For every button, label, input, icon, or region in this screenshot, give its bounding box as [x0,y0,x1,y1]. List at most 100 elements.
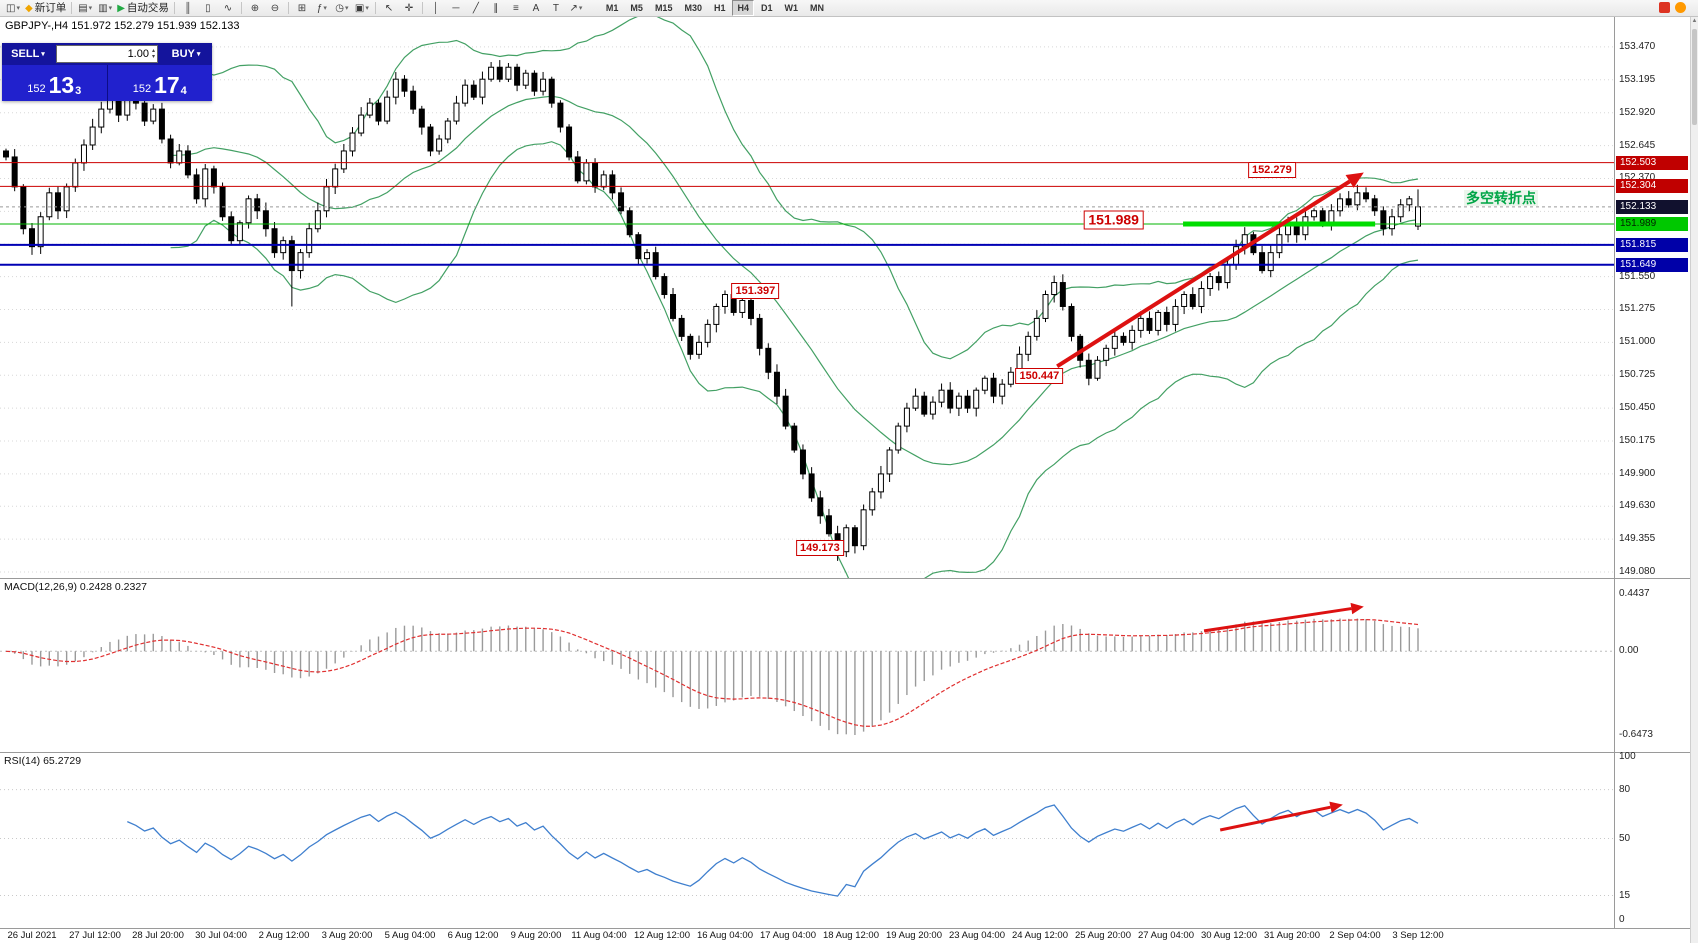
macd-scale-label: 0.00 [1619,645,1639,657]
macd-axis[interactable]: 0.4437 0.00 -0.6473 [1614,578,1690,752]
horizontal-line-icon[interactable]: ─ [452,2,460,14]
annotation-149.173[interactable]: 149.173 [796,539,844,556]
sell-label: SELL [11,48,40,60]
cursor-icon[interactable]: ↖ [384,2,394,14]
vertical-line-icon[interactable]: │ [432,2,440,14]
main-chart-panel[interactable]: 152.279 151.989 151.397 150.447 149.173 多空转折点… [0,17,1614,578]
timeframe-M15[interactable]: M15 [654,3,673,13]
line-chart-icon[interactable]: ∿ [223,2,233,14]
timeframe-M5[interactable]: M5 [630,3,643,13]
rsi-axis[interactable]: 100 80 50 15 0 [1614,751,1690,928]
trendline-icon[interactable]: ╱ [472,2,479,14]
charts-list-icon[interactable]: ▤ ▾ [78,2,93,14]
chevron-down-icon: ▾ [196,51,201,58]
new-chart-icon[interactable]: ◫ ▾ [6,2,20,14]
price-axis[interactable]: 153.470153.195152.920152.645152.370152.0… [1614,17,1690,578]
buy-button[interactable]: BUY ▾ [160,43,212,65]
one-click-trading-panel: SELL ▾ 1.00 ▴ ▾ BUY ▾ 152 13 3 152 17 4 [2,43,212,101]
scroll-up-icon[interactable]: ▲ [1691,18,1698,24]
macd-canvas[interactable] [0,579,1614,752]
price-label: 149.355 [1619,533,1656,545]
annotation-多空转折点[interactable]: 多空转折点 [1464,189,1539,206]
timeframe-MN[interactable]: MN [810,3,825,13]
zoom-out-icon[interactable]: ⊖ [270,2,280,14]
bar-chart-icon[interactable]: ║ [184,2,192,14]
profiles-icon[interactable]: ▥ ▾ [98,2,113,14]
volume-stepper[interactable]: ▴ ▾ [151,48,155,60]
annotation-150.447[interactable]: 150.447 [1015,368,1064,385]
symbol-info: GBPJPY-,H4 151.972 152.279 151.939 152.1… [5,20,240,32]
rsi-scale-label: 15 [1619,889,1631,901]
price-tag-151.815: 151.815 [1616,237,1688,252]
macd-panel[interactable]: MACD(12,26,9) 0.2428 0.2327 [0,578,1614,752]
vertical-scrollbar[interactable]: ▲ [1690,17,1698,943]
macd-scale-label: 0.4437 [1619,587,1650,599]
timeframe-D1[interactable]: D1 [761,3,773,13]
label-icon[interactable]: T [552,2,559,14]
crosshair-icon[interactable]: ✛ [404,2,414,14]
buy-price[interactable]: 152 17 4 [132,72,187,98]
sell-button[interactable]: SELL ▾ [2,43,54,65]
chevron-down-icon: ▾ [41,51,45,58]
fibonacci-icon[interactable]: ≡ [512,2,519,14]
timeframe-M30[interactable]: M30 [684,3,702,13]
tile-windows-icon[interactable]: ⊞ [297,2,307,14]
annotation-152.279[interactable]: 152.279 [1247,161,1296,178]
trade-panel-price-row: 152 13 3 152 17 4 [2,65,212,101]
time-label: 31 Aug 20:00 [1264,930,1320,941]
time-axis[interactable]: 26 Jul 2021 27 Jul 12:00 28 Jul 20:00 30 Ju… [0,928,1690,943]
divider [106,65,108,101]
time-label: 28 Jul 20:00 [132,930,184,941]
shapes-icon[interactable]: ↗ ▾ [569,2,583,14]
price-tag-152.133: 152.133 [1616,199,1688,214]
price-label: 151.000 [1619,336,1656,348]
periods-icon[interactable]: ◷ ▾ [335,2,349,14]
time-label: 12 Aug 12:00 [634,930,690,941]
zoom-in-icon[interactable]: ⊕ [250,2,260,14]
timeframe-M1[interactable]: M1 [605,3,619,13]
scrollbar-thumb[interactable] [1692,29,1697,125]
sell-price[interactable]: 152 13 3 [27,72,82,98]
separator [71,2,73,14]
rsi-canvas[interactable] [0,753,1614,928]
rsi-scale-label: 100 [1619,751,1636,762]
rsi-scale-label: 80 [1619,783,1631,795]
auto-trading-button[interactable]: ▶ 自动交易 [117,1,169,14]
price-label: 152.370 [1619,172,1656,184]
rsi-scale-label: 0 [1619,914,1625,925]
time-label: 2 Sep 04:00 [1329,930,1381,941]
community-icon[interactable] [1659,2,1670,13]
timeframe-W1[interactable]: W1 [784,3,799,13]
candlestick-chart-icon[interactable]: ▯ [205,2,211,14]
time-label: 3 Aug 20:00 [321,930,373,941]
rsi-panel[interactable]: RSI(14) 65.2729 [0,752,1614,928]
channel-icon[interactable]: ∥ [493,2,499,14]
annotation-151.397[interactable]: 151.397 [731,282,780,299]
timeframe-H1[interactable]: H1 [713,3,726,13]
buy-label: BUY [171,48,195,60]
toolbar: ◫ ▾ ◆ 新订单 ▤ ▾ ▥ ▾ ▶ 自动交易 ║ ▯ ∿ ⊕ ⊖ ⊞ ƒ ▾ ◷ ▾ ▣ ▾ ↖ ✛ │ ─ ╱ ∥ ≡ A T ↗ ▾ M… [0,0,1698,17]
timeframe-bar: M1 M5 M15 M30 H1 H4 D1 W1 MN [600,0,830,16]
price-tag-151.649: 151.649 [1616,257,1688,272]
annotation-151.989[interactable]: 151.989 [1083,210,1144,230]
time-label: 11 Aug 04:00 [571,930,627,941]
timeframe-H4[interactable]: H4 [732,0,754,16]
mql-icon[interactable] [1675,2,1686,13]
new-order-button[interactable]: ◆ 新订单 [25,1,67,14]
volume-input[interactable]: 1.00 ▴ ▾ [56,45,158,63]
time-label: 30 Aug 12:00 [1201,930,1257,941]
main-chart-canvas[interactable] [0,17,1614,578]
separator [421,2,423,14]
trade-panel-top-row: SELL ▾ 1.00 ▴ ▾ BUY ▾ [2,43,212,65]
price-label: 152.920 [1619,106,1656,118]
text-icon[interactable]: A [532,2,540,14]
price-label: 149.630 [1619,500,1656,512]
price-label: 149.080 [1619,566,1656,578]
indicators-icon[interactable]: ƒ ▾ [316,2,327,14]
templates-icon[interactable]: ▣ ▾ [354,2,369,14]
price-label: 150.725 [1619,369,1656,381]
price-label: 150.175 [1619,435,1656,447]
time-label: 5 Aug 04:00 [384,930,436,941]
rsi-scale-label: 50 [1619,832,1631,844]
